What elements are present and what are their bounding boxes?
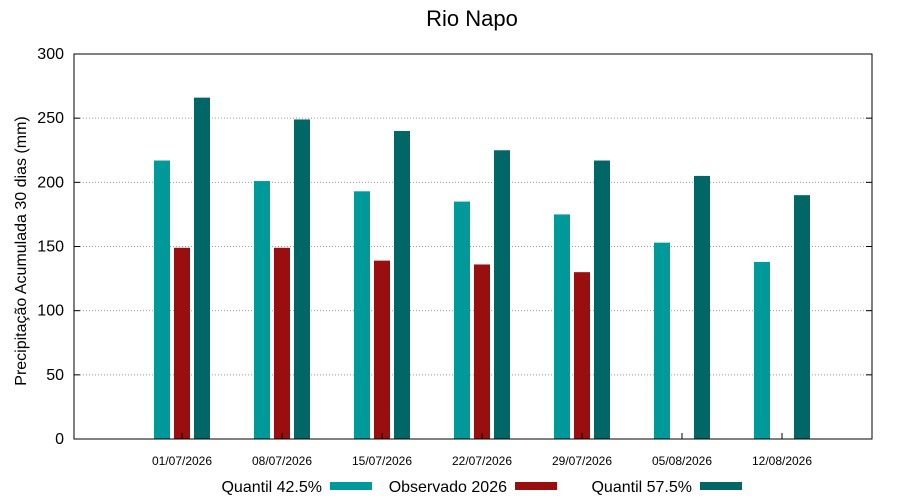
legend: Quantil 42.5% Observado 2026 Quantil 57.5% bbox=[221, 479, 742, 496]
bar-quantil-42-5-2 bbox=[354, 191, 370, 439]
bar-quantil-57-5-6 bbox=[794, 195, 810, 439]
legend-swatch bbox=[515, 482, 557, 490]
y-tick-label: 50 bbox=[46, 367, 64, 384]
y-axis-label: Precipitação Acumulada 30 dias (mm) bbox=[13, 116, 30, 385]
y-tick-label: 250 bbox=[37, 110, 64, 127]
legend-label: Quantil 57.5% bbox=[591, 479, 692, 496]
bar-quantil-57-5-5 bbox=[694, 175, 710, 439]
bar-observado-2026-2 bbox=[374, 260, 390, 439]
bar-quantil-57-5-1 bbox=[294, 119, 310, 439]
y-tick-labels: 0 50 100 150 200 250 300 bbox=[37, 46, 64, 448]
bar-quantil-57-5-4 bbox=[594, 160, 610, 439]
bar-quantil-42-5-3 bbox=[454, 201, 470, 439]
x-tick-label: 05/08/2026 bbox=[652, 454, 712, 468]
bar-quantil-57-5-3 bbox=[494, 150, 510, 439]
plot-frame bbox=[73, 53, 873, 440]
x-tick-label: 08/07/2026 bbox=[252, 454, 312, 468]
bar-quantil-42-5-4 bbox=[554, 214, 570, 439]
y-tick-label: 100 bbox=[37, 303, 64, 320]
legend-label: Observado 2026 bbox=[389, 479, 507, 496]
bar-observado-2026-0 bbox=[174, 247, 190, 439]
bar-observado-2026-1 bbox=[274, 247, 290, 439]
legend-swatch bbox=[700, 482, 742, 490]
legend-label: Quantil 42.5% bbox=[221, 479, 322, 496]
x-tick-label: 12/08/2026 bbox=[752, 454, 812, 468]
y-tick-label: 300 bbox=[37, 46, 64, 63]
bar-observado-2026-4 bbox=[574, 272, 590, 439]
y-tick-label: 0 bbox=[55, 431, 64, 448]
x-tick-label: 29/07/2026 bbox=[552, 454, 612, 468]
x-tick-label: 01/07/2026 bbox=[152, 454, 212, 468]
bar-quantil-42-5-1 bbox=[254, 181, 270, 440]
x-tick-label: 22/07/2026 bbox=[452, 454, 512, 468]
bar-quantil-42-5-6 bbox=[754, 261, 770, 439]
bar-quantil-57-5-2 bbox=[394, 131, 410, 439]
x-tick-labels: 01/07/2026 08/07/2026 15/07/2026 22/07/2026… bbox=[152, 433, 812, 468]
y-tick-label: 200 bbox=[37, 174, 64, 191]
chart-title: Rio Napo bbox=[426, 6, 518, 31]
bar-quantil-42-5-0 bbox=[154, 160, 170, 439]
y-tick-label: 150 bbox=[37, 239, 64, 256]
bar-quantil-42-5-5 bbox=[654, 242, 670, 439]
bar-quantil-57-5-0 bbox=[194, 97, 210, 439]
grid-layer bbox=[74, 53, 872, 440]
bars bbox=[154, 97, 810, 440]
legend-swatch bbox=[330, 482, 372, 490]
x-tick-label: 15/07/2026 bbox=[352, 454, 412, 468]
bar-observado-2026-3 bbox=[474, 264, 490, 439]
